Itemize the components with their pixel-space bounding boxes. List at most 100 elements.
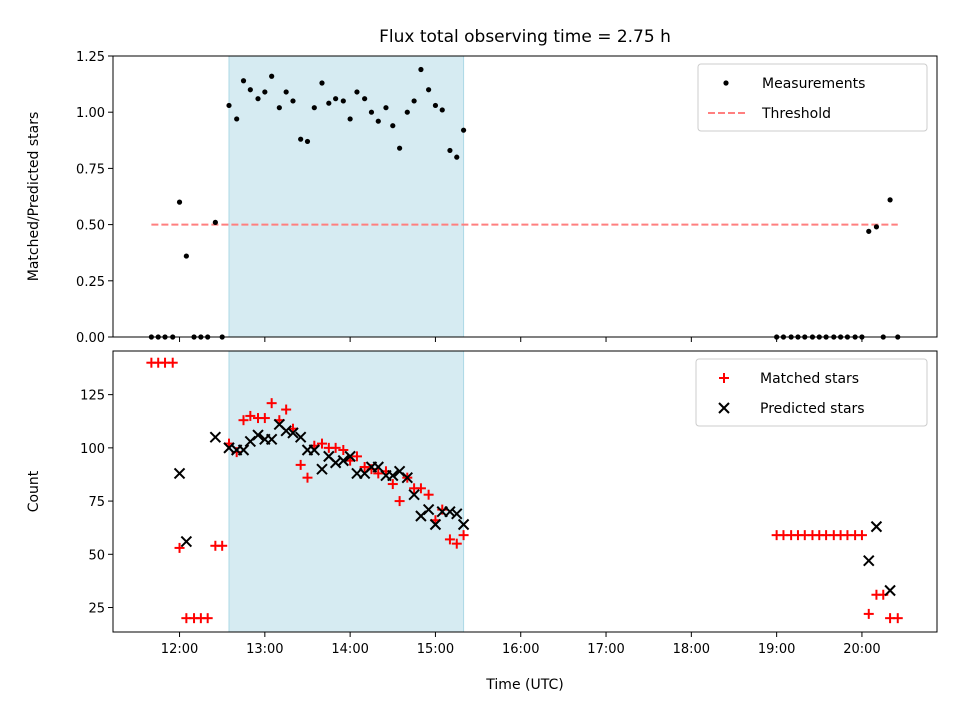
legend-label: Threshold: [761, 106, 831, 122]
legend-box: [695, 358, 928, 427]
matched-star-marker: [863, 608, 874, 619]
y-tick-label: 25: [88, 602, 105, 617]
predicted-star-marker: [316, 463, 328, 475]
predicted-star-marker-b: [451, 508, 463, 520]
matched-star-marker: [415, 483, 426, 494]
x-tick-label: 13:00: [246, 642, 283, 657]
measurement-point: [432, 102, 439, 109]
measurement-point: [240, 78, 247, 84]
matched-star-marker: [316, 438, 327, 449]
predicted-star-marker: [308, 444, 321, 456]
legend-label: Measurements: [762, 76, 865, 92]
matched-star-marker: [458, 530, 469, 541]
matched-star-marker: [259, 413, 270, 424]
measurement-point: [269, 73, 275, 79]
predicted-star-marker-b: [329, 457, 342, 469]
predicted-star-marker-b: [344, 450, 356, 463]
y-tick-label: 1.00: [76, 106, 105, 121]
matched-star-marker: [266, 398, 277, 409]
predicted-star-marker-b: [316, 463, 328, 475]
measurement-point: [347, 116, 353, 122]
measurement-point: [290, 98, 296, 104]
matched-star-marker: [302, 472, 313, 483]
measurement-point: [418, 66, 424, 73]
predicted-star-marker-b: [209, 431, 222, 443]
measurement-point: [404, 109, 410, 115]
predicted-star-marker-b: [294, 431, 307, 443]
x-tick-label: 14:00: [331, 642, 368, 657]
y-tick-label: 0.25: [76, 275, 105, 290]
matched-star-marker: [217, 540, 228, 551]
measurement-point: [340, 98, 346, 104]
predicted-star-marker-b: [237, 444, 250, 456]
x-axis-label: Time (UTC): [485, 677, 563, 693]
x-tick-label: 12:00: [161, 642, 198, 657]
matched-star-marker: [892, 613, 903, 624]
measurement-point: [390, 123, 396, 129]
predicted-star-marker: [180, 535, 193, 548]
measurement-point: [283, 89, 289, 95]
legend-measurement-marker: [723, 80, 729, 86]
measurement-point: [454, 154, 460, 160]
matched-star-marker: [202, 613, 213, 624]
predicted-star-marker-b: [408, 488, 420, 501]
predicted-star-marker-b: [180, 535, 193, 548]
matched-star-marker: [373, 468, 384, 479]
predicted-star-marker: [408, 488, 420, 501]
y-tick-label: 0.50: [76, 219, 105, 234]
matched-star-marker: [394, 496, 405, 507]
predicted-star-marker: [457, 518, 470, 531]
measurement-point: [411, 98, 417, 104]
bottom-panel: 25 50 75 100 125 12:00 13:00 14:00 15:00 16:00 17:…: [26, 350, 938, 693]
measurement-point: [362, 96, 368, 102]
legend: Measurements Threshold: [697, 63, 928, 132]
measurement-point: [311, 105, 317, 111]
matched-star-marker: [359, 462, 370, 473]
measurement-point: [426, 87, 432, 93]
predicted-star-marker: [870, 520, 883, 533]
legend-label: Matched stars: [760, 371, 859, 387]
measurement-point: [276, 105, 282, 111]
matched-star-marker: [856, 530, 867, 541]
predicted-star-marker: [337, 454, 350, 467]
matched-star-marker: [351, 451, 362, 462]
y-tick-label: 0.00: [76, 331, 105, 346]
legend-predicted-marker-b: [718, 402, 730, 414]
predicted-star-marker: [294, 431, 307, 443]
predicted-star-marker-b: [323, 450, 335, 463]
predicted-star-marker: [884, 584, 896, 597]
matched-star-marker: [174, 542, 185, 553]
matched-star-marker: [281, 404, 292, 415]
predicted-star-marker-b: [265, 433, 278, 446]
predicted-star-marker-b: [870, 520, 883, 533]
predicted-star-marker-b: [393, 465, 406, 477]
y-tick-label: 125: [80, 389, 105, 404]
measurement-point: [887, 197, 893, 203]
predicted-star-marker-b: [387, 469, 399, 482]
measurement-point: [298, 136, 304, 142]
predicted-star-marker-b: [863, 554, 875, 567]
measurement-point: [234, 116, 240, 122]
x-tick-label: 18:00: [673, 642, 710, 657]
predicted-star-marker-b: [884, 584, 896, 597]
matched-star-marker: [451, 538, 462, 549]
predicted-star-marker-b: [308, 444, 321, 456]
predicted-star-marker: [451, 508, 463, 520]
matched-star-marker: [245, 410, 256, 421]
predicted-star-marker-b: [273, 418, 286, 431]
x-tick-label: 19:00: [758, 642, 795, 657]
measurement-point: [183, 253, 189, 259]
axes-frame: [112, 350, 938, 633]
predicted-star-marker-b: [457, 518, 470, 531]
top-panel: 0.00 0.25 0.50 0.75 1.00 1.25 Matched/Predicte…: [26, 50, 938, 346]
measurement-point: [460, 127, 467, 133]
y-tick-label: 0.75: [76, 162, 105, 177]
measurement-point: [326, 100, 332, 106]
predicted-star-marker: [401, 471, 413, 484]
measurement-point: [873, 224, 880, 230]
matched-star-marker: [423, 489, 434, 500]
predicted-star-marker: [287, 427, 299, 439]
predicted-star-marker-b: [444, 506, 456, 518]
matched-star-marker: [295, 459, 306, 470]
matched-star-marker: [238, 415, 249, 426]
